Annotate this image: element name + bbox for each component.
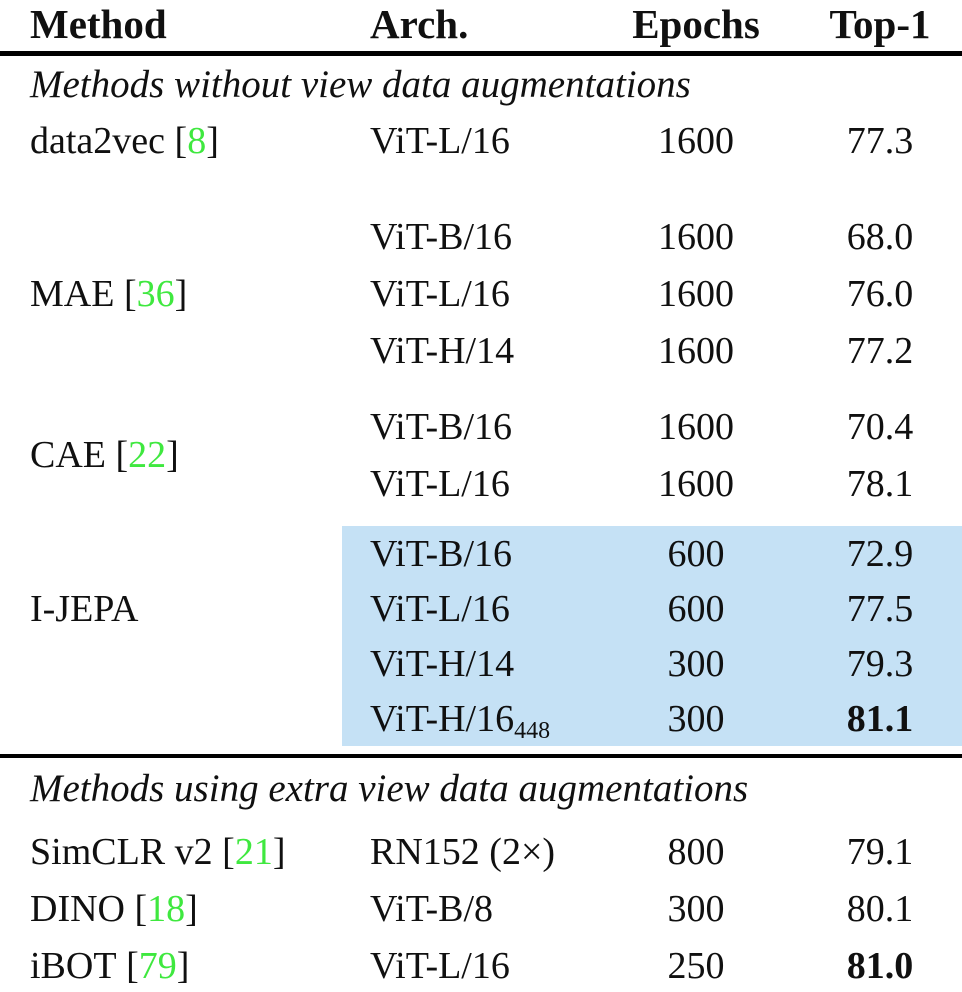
arch-subscript: 448 [514,717,551,744]
table-row: RN152 (2×) 800 79.1 [342,823,962,880]
epochs-cell: 800 [667,830,725,873]
citation-number: 22 [128,434,167,476]
method-label: data2vec [30,119,166,162]
group-ibot: iBOT [79] ViT-L/16 250 81.0 [0,937,962,992]
epochs-cell: 1600 [658,329,734,372]
arch-cell: ViT-L/16 [370,119,510,162]
group-rows: ViT-L/16 1600 77.3 [342,112,962,169]
epochs-cell: 300 [667,887,725,930]
arch-cell: RN152 (2×) [370,830,556,873]
table-row: ViT-H/16448 300 81.1 [342,691,962,746]
group-dino: DINO [18] ViT-B/8 300 80.1 [0,880,962,937]
method-name-cae: CAE [22] [30,434,179,476]
epochs-cell: 600 [667,587,725,630]
arch-cell: ViT-L/16 [370,944,510,987]
method-label: DINO [30,887,125,930]
table-header-row: Method Arch. Epochs Top-1 [0,0,962,56]
method-label: SimCLR v2 [30,830,213,873]
method-label: MAE [30,272,115,315]
method-label: I-JEPA [30,587,139,630]
citation-number: 8 [187,119,207,162]
arch-cell: ViT-H/16448 [342,697,620,744]
citation-number: 79 [138,944,177,987]
top1-cell: 79.1 [846,830,914,873]
section-divider-rule [0,754,962,758]
table-row: ViT-H/14 300 79.3 [342,636,962,691]
group-ijepa: I-JEPA ViT-B/16 600 72.9 ViT-L/16 600 77… [0,526,962,746]
epochs-cell: 1600 [658,405,734,448]
method-name-dino: DINO [18] [30,887,198,930]
table-row: ViT-B/16 600 72.9 [342,526,962,581]
method-label: iBOT [30,944,117,987]
citation-number: 18 [147,887,186,930]
arch-cell: ViT-L/16 [370,462,510,505]
group-rows: ViT-B/16 1600 70.4 ViT-L/16 1600 78.1 [342,398,962,512]
table-row: ViT-B/16 1600 70.4 [342,398,962,455]
table-row: ViT-L/16 1600 76.0 [342,265,962,322]
group-rows: RN152 (2×) 800 79.1 [342,823,962,880]
epochs-cell: 600 [667,532,725,575]
top1-cell-best: 81.1 [846,697,914,740]
col-header-epochs: Epochs [632,1,760,47]
epochs-cell: 300 [667,642,725,685]
table-row: ViT-H/14 1600 77.2 [342,322,962,379]
citation-number: 36 [136,272,175,315]
top1-cell-best: 81.0 [846,944,914,987]
group-mae: MAE [36] ViT-B/16 1600 68.0 ViT-L/16 160… [0,208,962,379]
table-row: ViT-L/16 250 81.0 [342,937,962,992]
top1-cell: 70.4 [846,405,914,448]
arch-cell: ViT-B/16 [370,215,512,258]
highlighted-rows: ViT-B/16 600 72.9 ViT-L/16 600 77.5 ViT-… [342,526,962,746]
arch-cell: ViT-H/14 [370,642,515,685]
table-row: ViT-B/8 300 80.1 [342,880,962,937]
col-header-top1: Top-1 [829,1,931,47]
method-name-ijepa: I-JEPA [0,581,342,636]
arch-cell: ViT-L/16 [370,272,510,315]
table-row: ViT-L/16 600 77.5 [342,581,962,636]
arch-cell: ViT-L/16 [370,587,510,630]
arch-cell: ViT-B/8 [370,887,493,930]
top1-cell: 79.3 [846,642,914,685]
group-simclr-v2: SimCLR v2 [21] RN152 (2×) 800 79.1 [0,823,962,880]
epochs-cell: 1600 [658,462,734,505]
top1-cell: 80.1 [846,887,914,930]
arch-cell: ViT-H/14 [370,329,515,372]
epochs-cell: 1600 [658,215,734,258]
top1-cell: 76.0 [846,272,914,315]
group-rows: ViT-B/16 1600 68.0 ViT-L/16 1600 76.0 Vi… [342,208,962,379]
arch-cell: ViT-B/16 [370,405,512,448]
epochs-cell: 1600 [658,119,734,162]
table-row: ViT-L/16 1600 77.3 [342,112,962,169]
table-row: ViT-L/16 1600 78.1 [342,455,962,512]
method-name-mae: MAE [36] [30,272,188,315]
top1-cell: 68.0 [846,215,914,258]
group-data2vec: data2vec [8] ViT-L/16 1600 77.3 [0,112,962,169]
epochs-cell: 250 [667,944,725,987]
arch-label: ViT-H/16 [370,697,515,740]
method-label: CAE [30,434,106,476]
section-title-extra-augmentations: Methods using extra view data augmentati… [30,766,749,810]
top1-cell: 77.3 [846,119,914,162]
method-name-data2vec: data2vec [8] [30,119,219,162]
col-header-method: Method [30,1,167,47]
top1-cell: 77.5 [846,587,914,630]
group-rows: ViT-B/8 300 80.1 [342,880,962,937]
top1-cell: 72.9 [846,532,914,575]
section-title-without-augmentations: Methods without view data augmentations [30,62,691,106]
citation-number: 21 [234,830,273,873]
col-header-arch: Arch. [370,1,469,47]
method-name-simclr-v2: SimCLR v2 [21] [30,830,286,873]
group-rows: ViT-L/16 250 81.0 [342,937,962,992]
group-cae: CAE [22] ViT-B/16 1600 70.4 ViT-L/16 160… [0,398,962,512]
arch-cell: ViT-B/16 [370,532,512,575]
epochs-cell: 1600 [658,272,734,315]
method-name-ibot: iBOT [79] [30,944,190,987]
table-row: ViT-B/16 1600 68.0 [342,208,962,265]
top1-cell: 78.1 [846,462,914,505]
epochs-cell: 300 [667,697,725,740]
top1-cell: 77.2 [846,329,914,372]
